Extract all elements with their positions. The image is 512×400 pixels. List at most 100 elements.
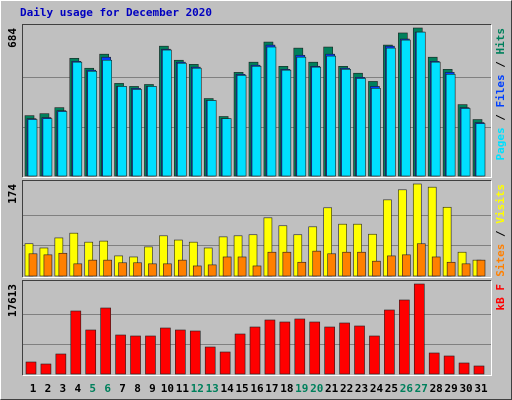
bar (147, 86, 157, 177)
x-tick-label: 1 (30, 382, 37, 395)
panel-edge (22, 180, 492, 278)
bar (264, 319, 276, 375)
bar (473, 365, 485, 375)
bar (324, 326, 335, 375)
x-tick-label: 9 (149, 382, 156, 395)
bar (25, 361, 37, 375)
bar (55, 353, 67, 375)
bar (130, 335, 141, 375)
y-tick-label: 684 (6, 28, 19, 48)
x-tick-label: 13 (206, 382, 219, 395)
x-tick-label: 2 (45, 382, 52, 395)
bar (57, 111, 68, 177)
y-tick-label: 174 (6, 184, 19, 204)
legend-entry: Files (494, 74, 507, 107)
bar (118, 262, 127, 277)
x-tick-label: 24 (370, 382, 384, 395)
bar (175, 329, 186, 375)
panel-edge (22, 280, 492, 376)
bar (189, 330, 201, 375)
bar (222, 256, 232, 277)
x-tick-label: 26 (400, 382, 414, 395)
bar (206, 100, 217, 177)
bar (219, 351, 231, 375)
legend-separator: / (494, 224, 507, 244)
legend-entry: Sites (494, 244, 507, 277)
bar (237, 256, 247, 277)
bar (327, 253, 336, 277)
bar (177, 62, 187, 177)
bar (58, 252, 68, 277)
bar (102, 59, 112, 177)
bar (445, 74, 456, 177)
bar (461, 263, 471, 277)
bar (88, 259, 98, 277)
bar (384, 309, 395, 375)
x-tick-label: 14 (221, 382, 235, 395)
bar (117, 86, 127, 177)
x-tick-label: 5 (89, 382, 96, 395)
panel-edge (22, 180, 492, 278)
bar (282, 251, 292, 277)
bar (28, 253, 38, 277)
bar (413, 283, 425, 375)
x-tick-label: 27 (415, 382, 428, 395)
bar (326, 55, 336, 177)
x-tick-label: 25 (385, 382, 398, 395)
bar (133, 262, 142, 277)
x-tick-label: 3 (60, 382, 67, 395)
bar (356, 78, 366, 177)
bar (148, 263, 157, 277)
x-tick-label: 29 (445, 382, 458, 395)
bar (309, 321, 321, 375)
panel-edge (22, 280, 492, 376)
bar (416, 243, 426, 277)
bar (267, 251, 277, 277)
x-tick-label: 18 (280, 382, 293, 395)
bar (428, 352, 440, 375)
x-tick-label: 21 (325, 382, 339, 395)
x-tick-label: 23 (355, 382, 368, 395)
y-tick-label: 17613 (6, 284, 19, 317)
x-tick-label: 8 (134, 382, 141, 395)
x-tick-label: 17 (265, 382, 278, 395)
bar (43, 254, 53, 277)
bar (162, 49, 172, 177)
bar (415, 31, 426, 177)
bar (191, 67, 202, 177)
bar (297, 261, 307, 277)
bar (178, 259, 187, 277)
bar (103, 259, 112, 277)
bar (357, 251, 366, 277)
legend-entry: kB F (494, 284, 507, 311)
panel-edge (22, 24, 492, 178)
legend: kB F (494, 284, 507, 311)
bar (100, 307, 111, 375)
bar (339, 322, 350, 375)
x-tick-label: 15 (235, 382, 248, 395)
bar (430, 61, 441, 177)
x-tick-label: 31 (474, 382, 488, 395)
x-tick-label: 19 (295, 382, 308, 395)
bar (207, 264, 217, 277)
x-tick-label: 11 (176, 382, 190, 395)
bar (160, 327, 171, 375)
bar (401, 39, 411, 177)
bar (204, 346, 216, 375)
bar (42, 118, 53, 177)
bar (252, 265, 262, 277)
bar (72, 61, 83, 177)
bar (371, 88, 381, 177)
bar (234, 333, 246, 375)
x-tick-label: 16 (250, 382, 264, 395)
bar (446, 261, 456, 277)
bar (294, 318, 306, 375)
bar (296, 56, 307, 177)
bar (70, 310, 82, 375)
bar (192, 265, 202, 277)
bar (87, 70, 98, 177)
bar (458, 362, 470, 375)
